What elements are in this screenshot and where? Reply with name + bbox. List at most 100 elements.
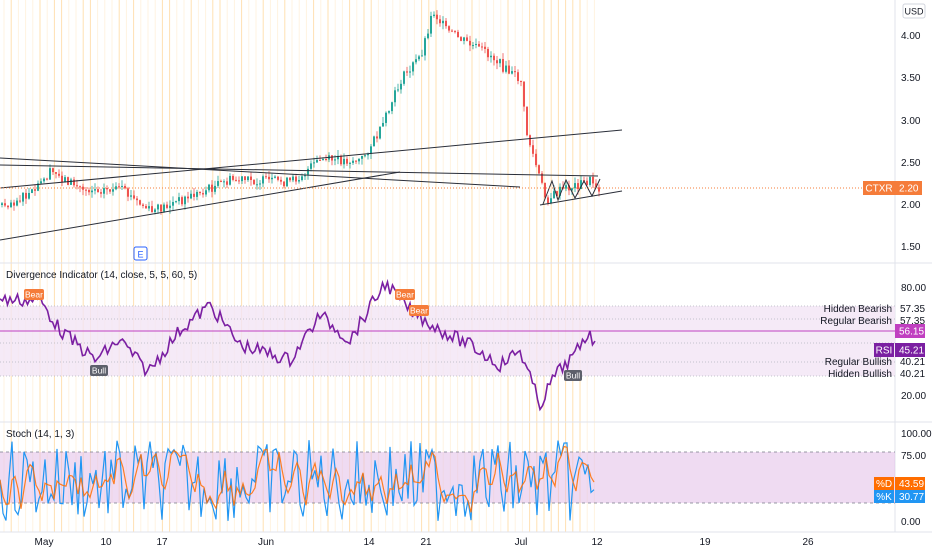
candle-body — [595, 183, 597, 188]
price-axis[interactable]: 4.00 3.50 3.00 2.50 2.00 1.50 — [901, 31, 921, 253]
candle-body — [406, 71, 408, 73]
time-tick: 10 — [100, 537, 112, 548]
candle-body — [358, 158, 360, 162]
candle-body — [226, 181, 228, 185]
candle-body — [100, 192, 102, 194]
candle-body — [541, 173, 543, 183]
candle-body — [82, 186, 84, 190]
candle-body — [271, 177, 273, 180]
candle-body — [463, 37, 465, 41]
zigzag-pattern[interactable] — [542, 178, 601, 205]
candle-body — [124, 185, 126, 189]
stoch-axis[interactable]: 100.00 75.00 0.00 — [901, 429, 932, 528]
candle-body — [517, 72, 519, 82]
candle-body — [424, 38, 426, 56]
candle-body — [415, 59, 417, 63]
level-value: 40.21 — [900, 369, 925, 380]
candle-body — [553, 191, 555, 199]
candle-body — [484, 46, 486, 49]
time-axis[interactable]: May 10 17 Jun 14 21 Jul 12 19 26 — [35, 537, 814, 548]
level-label: Hidden Bearish — [824, 304, 892, 315]
candle-body — [274, 176, 276, 178]
candle-body — [322, 158, 324, 161]
trendline[interactable] — [539, 190, 623, 206]
candle-body — [526, 106, 528, 136]
time-tick: 12 — [591, 537, 603, 548]
candle-body — [118, 186, 120, 188]
candle-body — [307, 168, 309, 175]
candle-body — [589, 176, 591, 185]
candle-body — [550, 198, 552, 204]
candle-body — [481, 46, 483, 48]
price-tick: 3.50 — [901, 73, 921, 84]
time-tick: May — [35, 537, 54, 548]
time-tick: 14 — [363, 537, 375, 548]
candle-body — [25, 192, 27, 199]
candle-body — [145, 205, 147, 209]
candle-body — [292, 176, 294, 181]
price-pane[interactable]: E USD 4.00 3.50 3.00 2.50 2.00 1.50 CTXR… — [0, 3, 926, 261]
candle-body — [142, 204, 144, 206]
candle-body — [148, 206, 150, 209]
candle-body — [382, 122, 384, 127]
candle-body — [559, 186, 561, 196]
stoch-pane[interactable]: Stoch (14, 1, 3) 100.00 75.00 0.00 %D 43… — [0, 429, 932, 528]
divergence-axis[interactable]: 80.00 20.00 — [901, 283, 926, 402]
trendline[interactable] — [0, 157, 521, 188]
div-tick: 80.00 — [901, 283, 926, 294]
divergence-pane[interactable]: Divergence Indicator (14, close, 5, 5, 6… — [0, 270, 926, 412]
trendline[interactable] — [0, 171, 401, 241]
candle-body — [130, 195, 132, 197]
candle-body — [214, 185, 216, 192]
candle-body — [337, 155, 339, 160]
candle-body — [319, 159, 321, 161]
currency-badge[interactable]: USD — [902, 3, 926, 19]
candle-body — [277, 176, 279, 180]
candle-body — [235, 179, 237, 181]
candle-body — [466, 37, 468, 41]
candle-body — [247, 176, 249, 181]
time-tick: 17 — [156, 537, 168, 548]
candle-body — [157, 204, 159, 210]
candle-body — [412, 62, 414, 72]
candle-body — [475, 43, 477, 46]
level-value: 40.21 — [900, 357, 925, 368]
svg-text:56.15: 56.15 — [899, 327, 924, 338]
candle-body — [217, 181, 219, 186]
time-tick: 26 — [802, 537, 814, 548]
candle-body — [535, 153, 537, 166]
candle-body — [349, 162, 351, 164]
candle-body — [478, 43, 480, 47]
candle-body — [316, 159, 318, 163]
candle-body — [94, 189, 96, 191]
level-value: 57.35 — [900, 316, 925, 327]
candle-body — [391, 102, 393, 112]
candle-body — [208, 184, 210, 191]
candle-body — [298, 180, 300, 182]
candle-body — [268, 176, 270, 180]
div-tick: 20.00 — [901, 391, 926, 402]
candle-body — [433, 14, 435, 16]
trendline[interactable] — [0, 129, 623, 189]
candle-body — [115, 186, 117, 190]
candle-body — [199, 191, 201, 194]
candle-body — [121, 185, 123, 187]
candle-body — [445, 20, 447, 27]
level-value: 57.35 — [900, 304, 925, 315]
candle-body — [22, 192, 24, 202]
trendline[interactable] — [0, 164, 599, 177]
candle-body — [460, 37, 462, 41]
candle-body — [496, 60, 498, 64]
earnings-marker[interactable]: E — [133, 246, 148, 261]
svg-text:Bear: Bear — [410, 306, 428, 316]
candle-body — [16, 200, 18, 206]
candle-body — [379, 126, 381, 139]
candle-body — [493, 55, 495, 61]
candle-body — [55, 172, 57, 174]
candle-body — [325, 158, 327, 160]
candle-body — [220, 181, 222, 183]
candle-body — [511, 71, 513, 74]
symbol-price-tag: CTXR 2.20 — [863, 181, 922, 195]
candle-body — [568, 185, 570, 191]
